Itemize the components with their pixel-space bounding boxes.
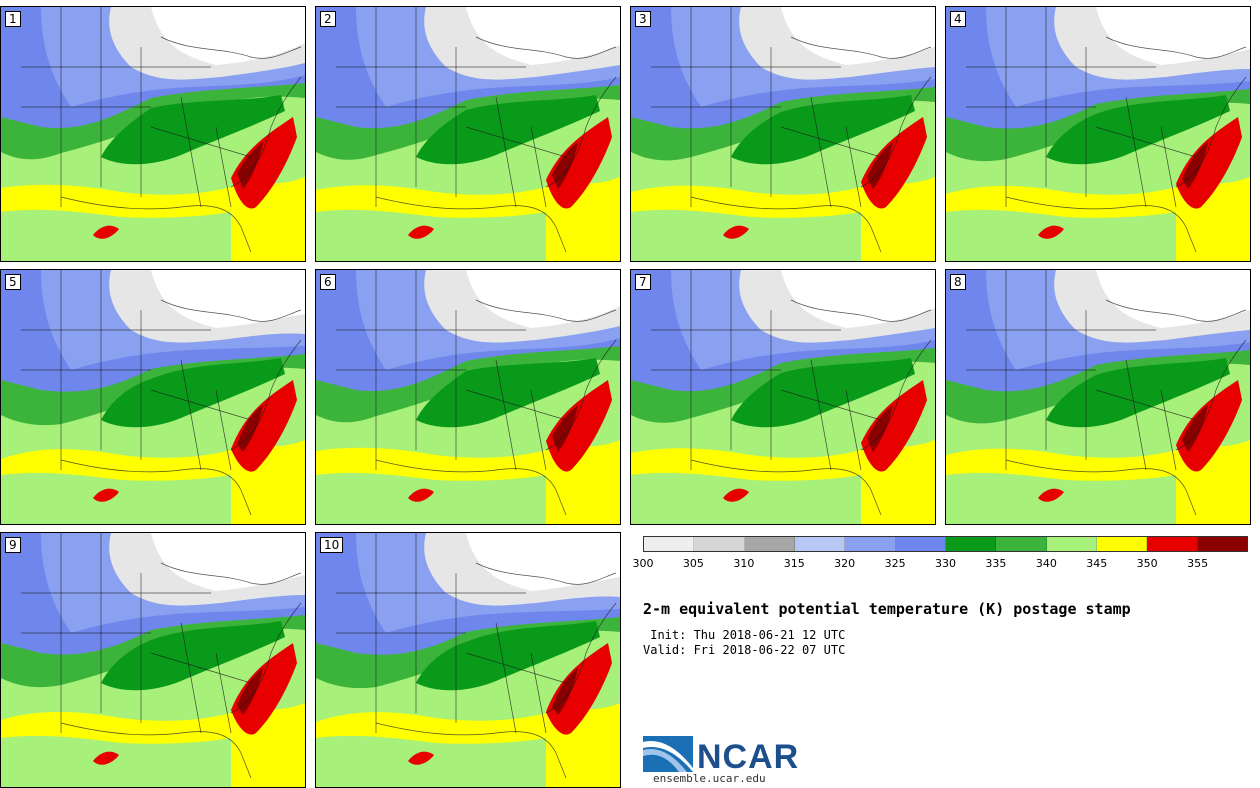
panel-label: 8 [950,274,966,290]
colorbar-tick-label: 330 [935,557,956,570]
theta-e-field [1,270,305,524]
colorbar-ticks: 300 305 310 315 320 325 330 335 340 345 350 355 [633,557,1248,571]
map-panel-3: 3 [630,6,936,262]
figure-title: 2-m equivalent potential temperature (K)… [643,600,1131,618]
colorbar-swatch [845,537,896,551]
colorbar-tick-label: 315 [783,557,805,570]
panel-label: 3 [635,11,651,27]
theta-e-field [946,270,1250,524]
panel-label: 5 [5,274,21,290]
panel-label: 7 [635,274,651,290]
colorbar-tick-label: 320 [834,557,856,570]
colorbar-tick-label: 310 [733,557,755,570]
theta-e-field [316,7,620,261]
colorbar-tick-label: 335 [985,557,1007,570]
panel-label: 6 [320,274,336,290]
logo-url: ensemble.ucar.edu [653,772,766,785]
theta-e-field [946,7,1250,261]
map-panel-4: 4 [945,6,1251,262]
colorbar-tick-label: 300 [632,557,654,570]
colorbar-swatch [644,537,695,551]
colorbar-swatch [694,537,745,551]
colorbar-swatch [945,537,997,551]
colorbar-tick-label: 345 [1086,557,1108,570]
colorbar-swatch [1147,537,1198,551]
theta-e-field [316,533,620,787]
theta-e-field [631,270,935,524]
map-panel-6: 6 [315,269,621,525]
colorbar-swatch [895,537,946,551]
valid-time: Valid: Fri 2018-06-22 07 UTC [643,643,846,657]
colorbar-tick-label: 355 [1187,557,1209,570]
panel-label: 10 [320,537,344,553]
map-panel-9: 9 [0,532,306,788]
map-panel-10: 10 [315,532,621,788]
ncar-logo-icon [643,736,693,772]
colorbar-tick-label: 305 [682,557,704,570]
colorbar-swatch [744,537,795,551]
map-panel-8: 8 [945,269,1251,525]
colorbar-tick-label: 350 [1136,557,1158,570]
colorbar-tick-label: 340 [1035,557,1057,570]
theta-e-field [1,7,305,261]
colorbar-tick-label: 325 [884,557,906,570]
colorbar [643,536,1248,552]
map-panel-1: 1 [0,6,306,262]
theta-e-field [316,270,620,524]
panel-label: 1 [5,11,21,27]
map-panel-2: 2 [315,6,621,262]
panel-label: 4 [950,11,966,27]
theta-e-field [1,533,305,787]
theta-e-field [631,7,935,261]
map-panel-5: 5 [0,269,306,525]
colorbar-swatch [1197,537,1247,551]
colorbar-swatch [996,537,1047,551]
ncar-logo-text: NCAR [697,738,800,776]
colorbar-swatch [1096,537,1148,551]
panel-label: 9 [5,537,21,553]
colorbar-swatch [794,537,846,551]
colorbar-swatch [1046,537,1097,551]
init-time: Init: Thu 2018-06-21 12 UTC [643,628,846,642]
panel-label: 2 [320,11,336,27]
map-panel-7: 7 [630,269,936,525]
